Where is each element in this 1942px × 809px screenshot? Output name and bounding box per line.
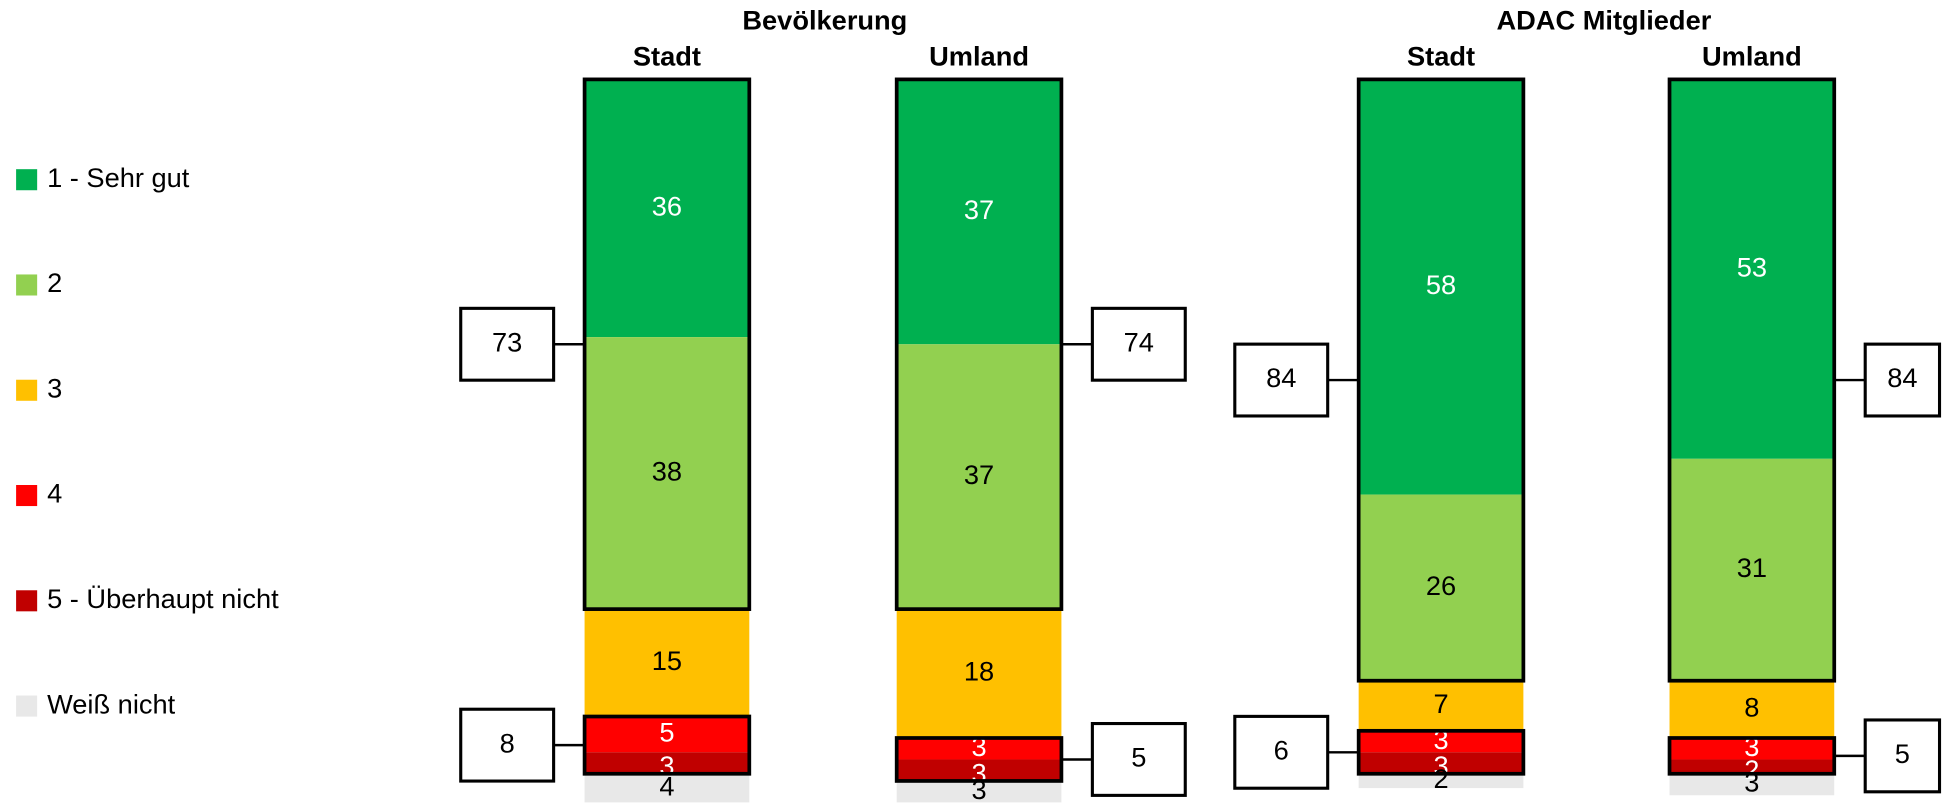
bar-segment xyxy=(584,79,750,338)
legend-swatch xyxy=(16,379,38,401)
bar-segment xyxy=(1669,79,1835,459)
bottom-two-label: 8 xyxy=(500,727,515,758)
data-label: 4 xyxy=(659,770,674,801)
data-label: 15 xyxy=(652,645,682,676)
bar-segment xyxy=(896,780,1062,803)
legend-label: 2 xyxy=(47,267,62,298)
bar-segment xyxy=(584,337,750,610)
data-label: 7 xyxy=(1433,688,1448,719)
data-label: 31 xyxy=(1737,552,1767,583)
bar-segment xyxy=(1358,494,1524,681)
bottom-two-box xyxy=(459,707,556,783)
bar-segment xyxy=(1358,730,1524,753)
bottom-two-box xyxy=(1863,718,1942,794)
legend-swatch xyxy=(16,695,38,717)
legend-swatch xyxy=(16,274,38,296)
legend-swatch xyxy=(16,485,38,507)
bar-segment xyxy=(896,609,1062,738)
bar-segment xyxy=(584,609,750,717)
category-label: Umland xyxy=(1702,41,1802,72)
data-label: 53 xyxy=(1737,251,1767,282)
bar-segment xyxy=(1358,773,1524,789)
top-two-label: 84 xyxy=(1266,362,1296,393)
bar-segment xyxy=(896,759,1062,781)
data-label: 2 xyxy=(1744,754,1759,785)
bar-segment xyxy=(1669,759,1835,774)
legend-swatch xyxy=(16,590,38,612)
bar-segment xyxy=(1358,752,1524,774)
data-label: 38 xyxy=(652,455,682,486)
top-two-box xyxy=(459,306,556,382)
legend-label: 3 xyxy=(47,372,62,403)
bar-segment xyxy=(896,344,1062,610)
legend-label: 5 - Überhaupt nicht xyxy=(47,583,279,614)
bar-segment xyxy=(1358,680,1524,731)
bar-segment xyxy=(1358,79,1524,495)
top-two-label: 73 xyxy=(492,326,522,357)
bottom-two-label: 6 xyxy=(1274,735,1289,766)
legend-label: Weiß nicht xyxy=(47,688,176,719)
bottom-two-label: 5 xyxy=(1131,742,1146,773)
legend-label: 1 - Sehr gut xyxy=(47,162,190,193)
group-title: Bevölkerung xyxy=(742,5,907,36)
data-label: 5 xyxy=(659,717,674,748)
category-label: Stadt xyxy=(1407,41,1475,72)
bar-segment xyxy=(1669,773,1835,796)
top-two-box xyxy=(1233,342,1330,418)
data-label: 2 xyxy=(1433,763,1448,794)
top-two-label: 84 xyxy=(1887,362,1917,393)
bar-segment xyxy=(896,79,1062,345)
data-label: 18 xyxy=(964,656,994,687)
bottom-two-box xyxy=(1233,714,1330,790)
category-label: Stadt xyxy=(633,41,701,72)
bar-segment xyxy=(1669,737,1835,760)
data-label: 36 xyxy=(652,190,682,221)
bar-segment xyxy=(1669,680,1835,738)
bar-segment xyxy=(896,737,1062,760)
legend-label: 4 xyxy=(47,478,62,509)
data-label: 37 xyxy=(964,459,994,490)
data-label: 8 xyxy=(1744,692,1759,723)
group-title: ADAC Mitglieder xyxy=(1496,5,1711,36)
top-two-box xyxy=(1863,342,1942,418)
top-two-label: 74 xyxy=(1124,326,1154,357)
bar-segment xyxy=(584,716,750,753)
category-label: Umland xyxy=(929,41,1029,72)
bar-segment xyxy=(584,752,750,774)
bottom-two-label: 5 xyxy=(1895,738,1910,769)
data-label: 26 xyxy=(1426,570,1456,601)
data-label: 58 xyxy=(1426,269,1456,300)
bar-segment xyxy=(584,773,750,803)
bar-segment xyxy=(1669,458,1835,681)
top-two-box xyxy=(1090,306,1187,382)
legend-swatch xyxy=(16,169,38,191)
data-label: 3 xyxy=(971,774,986,805)
bottom-two-box xyxy=(1090,721,1187,797)
data-label: 37 xyxy=(964,194,994,225)
data-label: 3 xyxy=(1744,767,1759,798)
